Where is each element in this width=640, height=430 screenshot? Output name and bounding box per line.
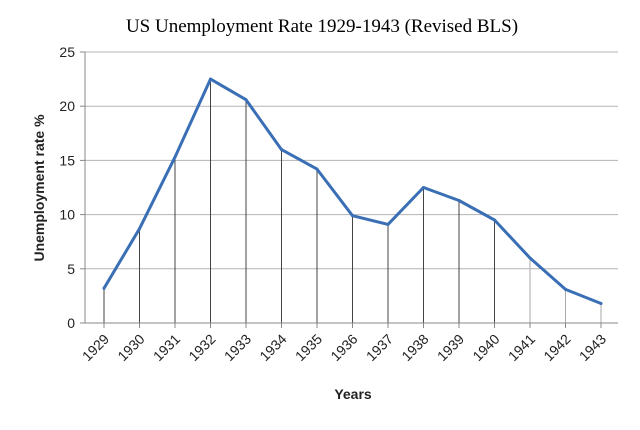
data-point xyxy=(315,167,319,171)
x-tick-label: 1940 xyxy=(469,331,502,364)
x-tick-label: 1929 xyxy=(79,331,112,364)
data-point xyxy=(102,286,106,290)
x-tick-labels: 1929 1930 1931 1932 1933 1934 1935 1936 1937 1938… xyxy=(79,331,609,364)
y-tick-label: 20 xyxy=(59,98,75,114)
data-point xyxy=(209,77,212,81)
data-point xyxy=(351,214,354,218)
y-tick-label: 15 xyxy=(59,152,75,168)
y-axis-label: Unemployment rate % xyxy=(31,114,47,262)
y-tick-label: 0 xyxy=(67,315,75,331)
data-point xyxy=(386,222,390,226)
x-tick-label: 1943 xyxy=(576,331,609,364)
x-tick-label: 1935 xyxy=(292,331,325,364)
x-tick-label: 1930 xyxy=(114,331,147,364)
x-tick-label: 1939 xyxy=(434,331,467,364)
gridlines xyxy=(85,51,618,270)
x-tick-label: 1931 xyxy=(150,331,183,364)
drop-lines xyxy=(103,79,602,323)
x-tick-label: 1932 xyxy=(185,331,218,364)
data-point xyxy=(564,287,567,291)
data-point xyxy=(280,148,283,152)
chart-title: US Unemployment Rate 1929-1943 (Revised … xyxy=(126,16,518,37)
data-point xyxy=(493,218,496,222)
data-point xyxy=(173,155,177,159)
x-axis-label: Years xyxy=(334,386,372,402)
x-tick-label: 1941 xyxy=(505,331,538,364)
x-tick-label: 1933 xyxy=(221,331,254,364)
data-point xyxy=(599,301,603,305)
y-tick-labels: 0 5 10 15 20 25 xyxy=(59,44,75,331)
x-tick-label: 1936 xyxy=(327,331,360,364)
x-tick-label: 1934 xyxy=(256,331,289,364)
x-tick-label: 1937 xyxy=(363,331,396,364)
y-tick-label: 10 xyxy=(59,207,75,223)
y-tick-label: 5 xyxy=(67,261,75,277)
data-point xyxy=(528,256,532,260)
data-point xyxy=(457,199,461,203)
series-layer xyxy=(102,77,603,305)
data-point xyxy=(244,98,248,102)
axes xyxy=(80,51,618,328)
y-tick-label: 25 xyxy=(59,44,75,60)
data-point xyxy=(138,227,141,231)
data-point xyxy=(422,186,425,189)
x-tick-label: 1942 xyxy=(540,331,573,364)
x-tick-label: 1938 xyxy=(398,331,431,364)
